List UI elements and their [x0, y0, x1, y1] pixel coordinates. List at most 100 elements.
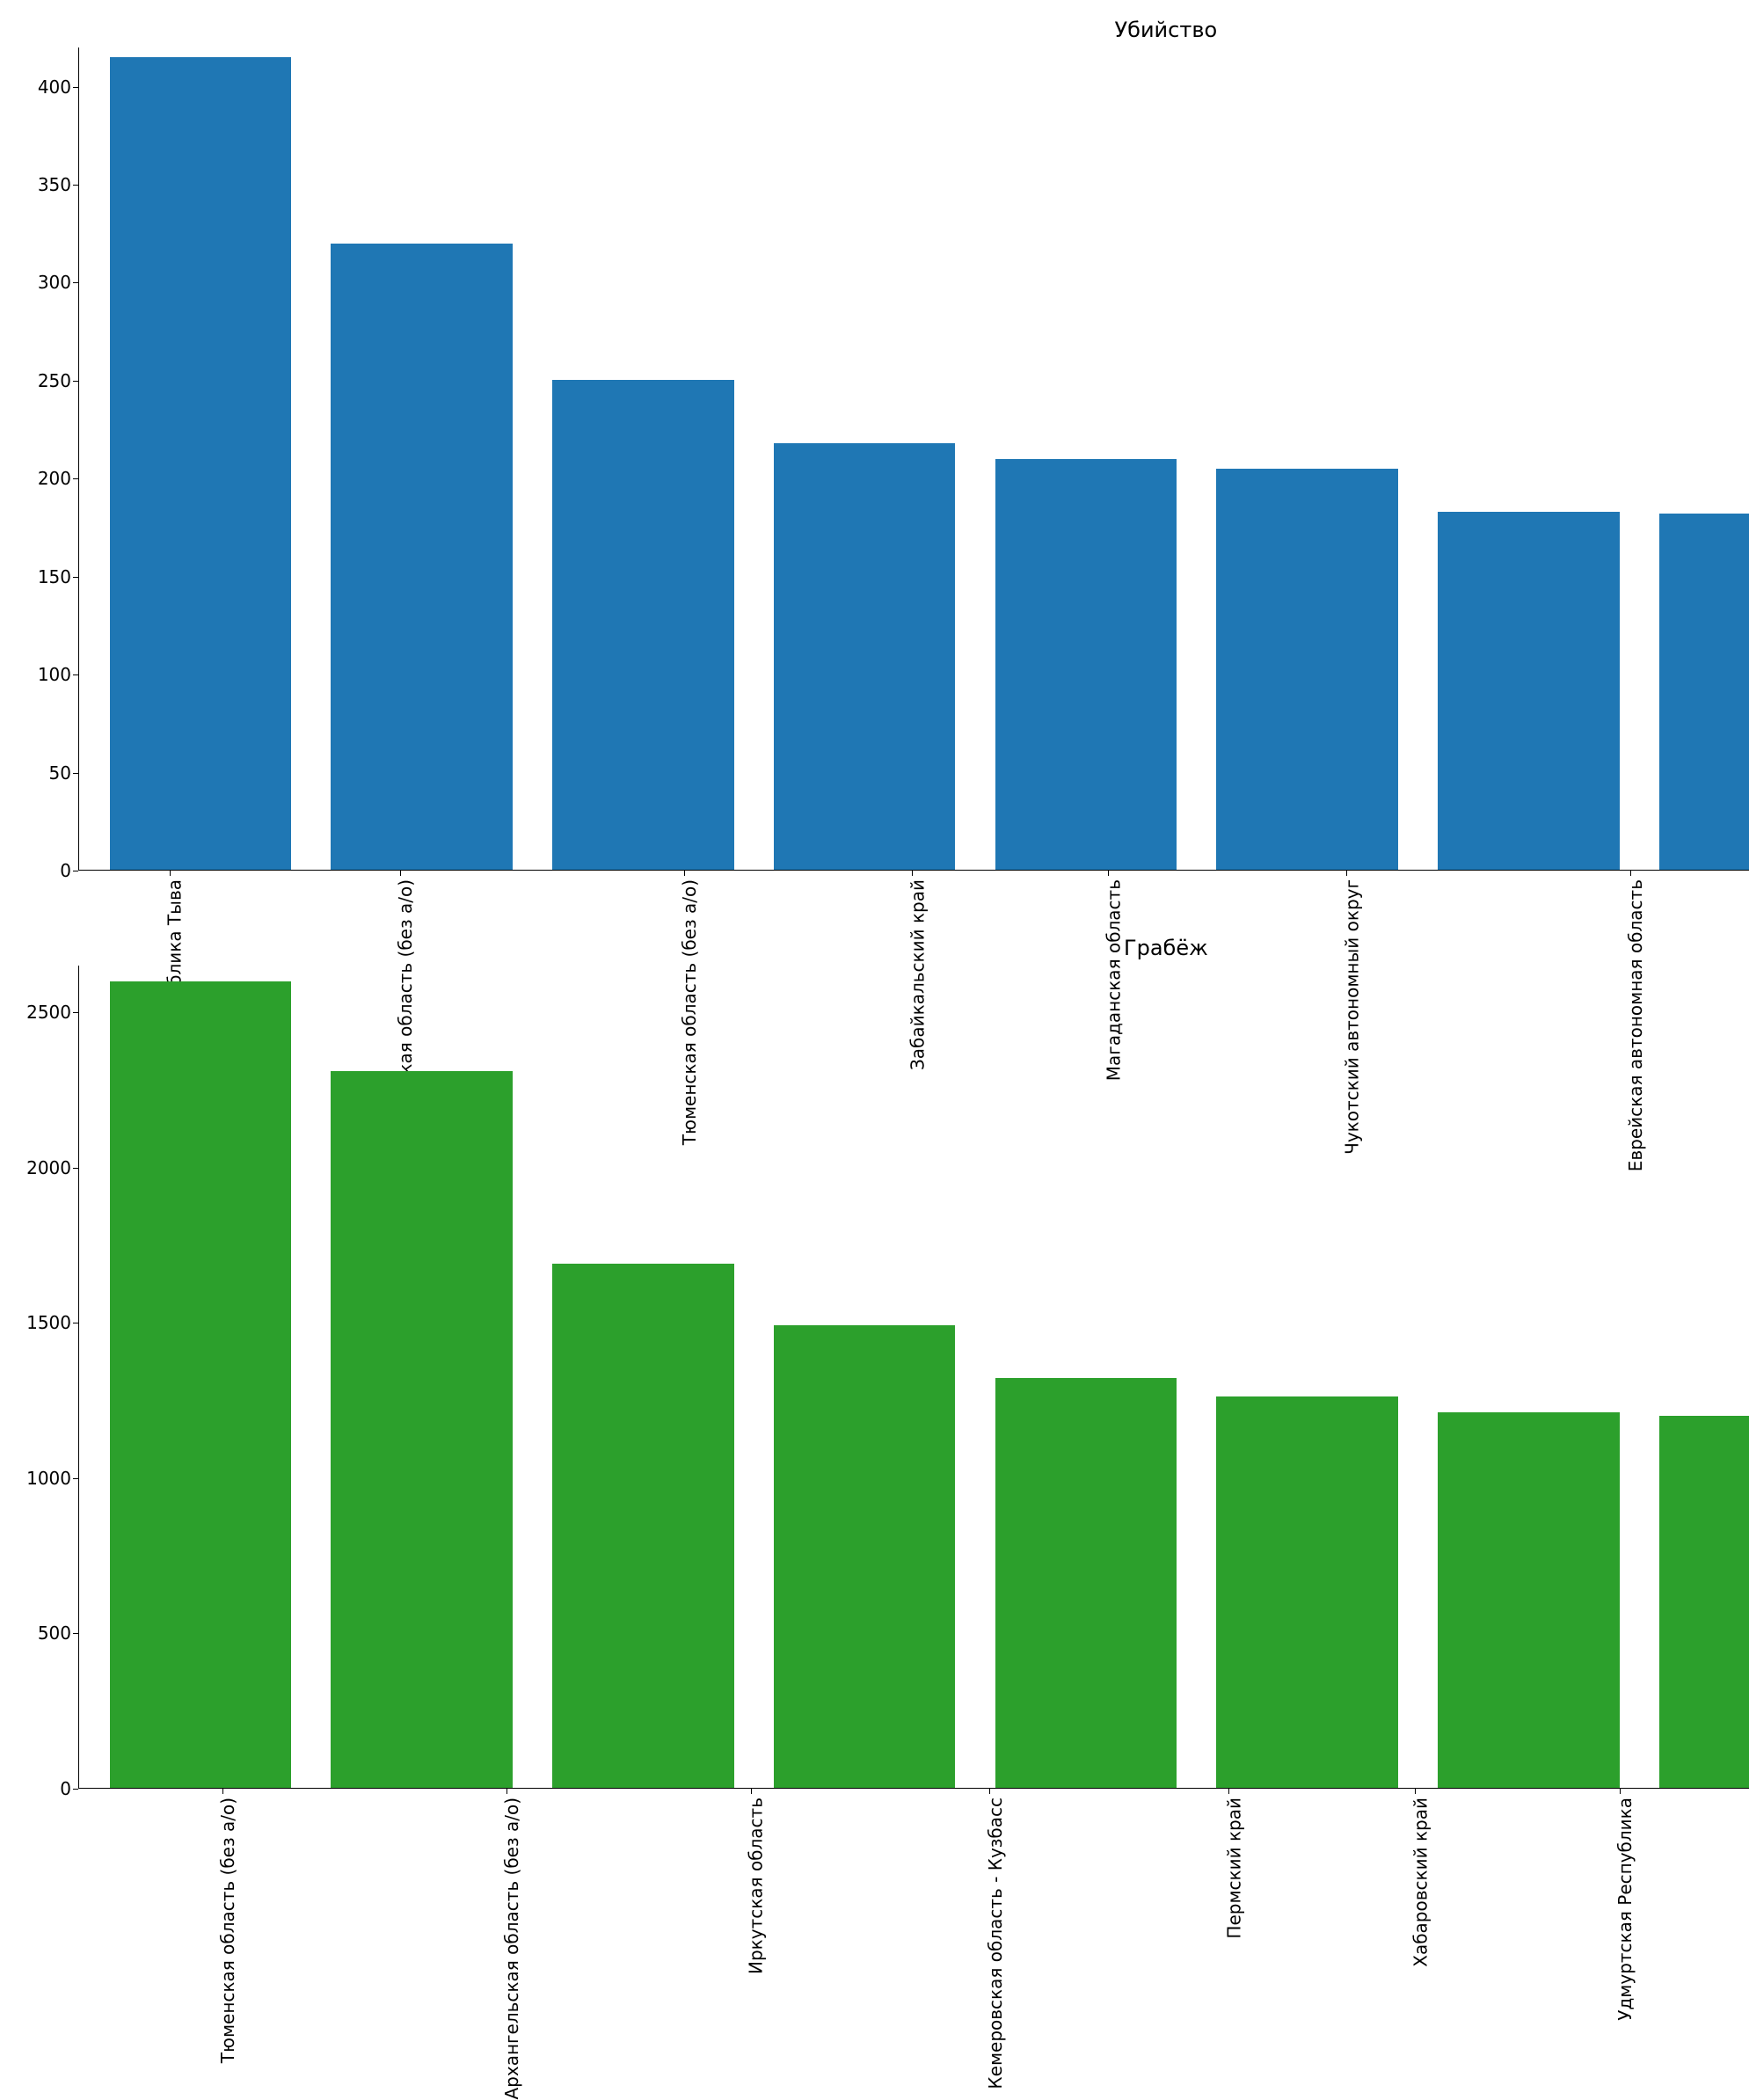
y-tick: 0 [60, 860, 71, 881]
x-label: Удмуртская Республика [1614, 1797, 1636, 2021]
x-tick [1228, 1789, 1229, 1794]
x-axis: Тюменская область (без а/о)Архангельская… [18, 1789, 1749, 1819]
bar-slot [1639, 47, 1749, 870]
bar-slot [90, 47, 311, 870]
y-tick: 150 [38, 566, 71, 587]
x-label-slot: Республика Тыва [90, 871, 249, 901]
bar-slot [754, 966, 975, 1788]
chart-grid: Убийство 0 50 100 150 200 250 300 350 400 Респуб… [18, 18, 1731, 1819]
y-tick: 2000 [26, 1157, 71, 1178]
bar-slot [90, 966, 311, 1788]
y-axis-2: 05001000150020002500 [18, 966, 79, 1789]
bar-slot [1639, 966, 1749, 1788]
x-tick [751, 1789, 752, 1794]
x-label: Иркутская область [746, 1797, 767, 1974]
x-label-slot: Чукотский автономный округ [1209, 871, 1484, 901]
bar-slot [1418, 47, 1640, 870]
x-label-slot: Тюменская область (без а/о) [90, 1789, 355, 1819]
y-tick: 50 [49, 762, 71, 784]
x-tick [684, 871, 685, 876]
bar [995, 459, 1177, 871]
x-label: Хабаровский край [1410, 1797, 1431, 1967]
y-tick: 200 [38, 468, 71, 489]
bar [110, 57, 291, 870]
y-tick: 2500 [26, 1002, 71, 1023]
x-labels-0: Республика ТываАрхангельская область (бе… [79, 871, 1749, 901]
bar [552, 1264, 733, 1788]
y-tick: 500 [38, 1622, 71, 1644]
x-tick [400, 871, 401, 876]
bar-slot [311, 47, 533, 870]
bar-slot [754, 47, 975, 870]
bars-area-2 [79, 966, 1749, 1789]
bar [1216, 469, 1397, 870]
y-tick: 1000 [26, 1468, 71, 1489]
bar [1216, 1396, 1397, 1788]
bar [995, 1378, 1177, 1788]
bar [1659, 514, 1749, 870]
bar [331, 244, 512, 870]
x-tick [506, 1789, 507, 1794]
x-tick [1346, 871, 1347, 876]
chart-panel-2: Грабёж 0 500 1000 1500 2000 2500 Тюменская об… [18, 936, 1749, 1819]
y-tick: 1500 [26, 1312, 71, 1333]
x-label: Тюменская область (без а/о) [217, 1797, 238, 2063]
y-tick: 250 [38, 370, 71, 391]
x-label-slot: Архангельская область (без а/о) [355, 1789, 658, 1819]
x-label-slot: Удмуртская Республика [1508, 1789, 1731, 1819]
bar-slot [1197, 47, 1418, 870]
x-label-slot: Пермский край [1135, 1789, 1322, 1819]
y-tick: 300 [38, 272, 71, 293]
chart-panel-0: Убийство 0 50 100 150 200 250 300 350 400 Респуб… [18, 18, 1749, 901]
bar-slot [533, 47, 754, 870]
x-tick [1415, 1789, 1416, 1794]
x-tick [1630, 871, 1631, 876]
bar-slot [311, 966, 533, 1788]
y-tick: 350 [38, 174, 71, 195]
x-tick [912, 871, 913, 876]
y-tick: 400 [38, 77, 71, 98]
plot-wrap: 0 500 1000 1500 2000 2500 Тюменская область (… [18, 966, 1749, 1819]
x-axis: Республика ТываАрхангельская область (бе… [18, 871, 1749, 901]
x-label-slot: Хабаровский край [1322, 1789, 1508, 1819]
y-axis-0: 050100150200250300350400 [18, 47, 79, 871]
bar [1438, 1412, 1619, 1788]
x-label-slot: Еврейская автономная область [1484, 871, 1749, 901]
y-tick: 100 [38, 664, 71, 685]
x-label-slot: Забайкальский край [817, 871, 1008, 901]
bar [110, 981, 291, 1788]
x-tick [1108, 871, 1109, 876]
plot-area: 050100150200250300350400 [18, 47, 1749, 871]
bar-slot [975, 966, 1197, 1788]
x-tick [222, 1789, 223, 1794]
x-label: Кемеровская область - Кузбасс [984, 1797, 1005, 2089]
x-label-slot: Магаданская область [1008, 871, 1209, 901]
chart-title: Грабёж [1124, 936, 1208, 960]
bar [774, 1325, 955, 1788]
x-label: Пермский край [1223, 1797, 1244, 1939]
x-label-slot: Тюменская область (без а/о) [551, 871, 817, 901]
bar [552, 380, 733, 870]
x-label-slot: Иркутская область [658, 1789, 844, 1819]
chart-title: Убийство [1115, 18, 1218, 42]
bars-area-0 [79, 47, 1749, 871]
plot-area: 05001000150020002500 [18, 966, 1749, 1789]
x-label-slot: Томская область [1731, 1789, 1749, 1819]
y-tick: 0 [60, 1778, 71, 1799]
x-tick [170, 871, 171, 876]
bar [1659, 1416, 1749, 1788]
bar-slot [975, 47, 1197, 870]
x-tick [1620, 1789, 1621, 1794]
bar [774, 443, 955, 870]
x-label-slot: Архангельская область (без а/о) [249, 871, 551, 901]
x-tick [989, 1789, 990, 1794]
plot-wrap: 0 50 100 150 200 250 300 350 400 Республика Тыва… [18, 47, 1749, 901]
x-label: Архангельская область (без а/о) [501, 1797, 522, 2100]
bar-slot [1418, 966, 1640, 1788]
bar-slot [533, 966, 754, 1788]
x-labels-2: Тюменская область (без а/о)Архангельская… [79, 1789, 1749, 1819]
x-label-slot: Кемеровская область - Кузбасс [844, 1789, 1136, 1819]
bar [1438, 512, 1619, 870]
bar [331, 1071, 512, 1788]
bar-slot [1197, 966, 1418, 1788]
